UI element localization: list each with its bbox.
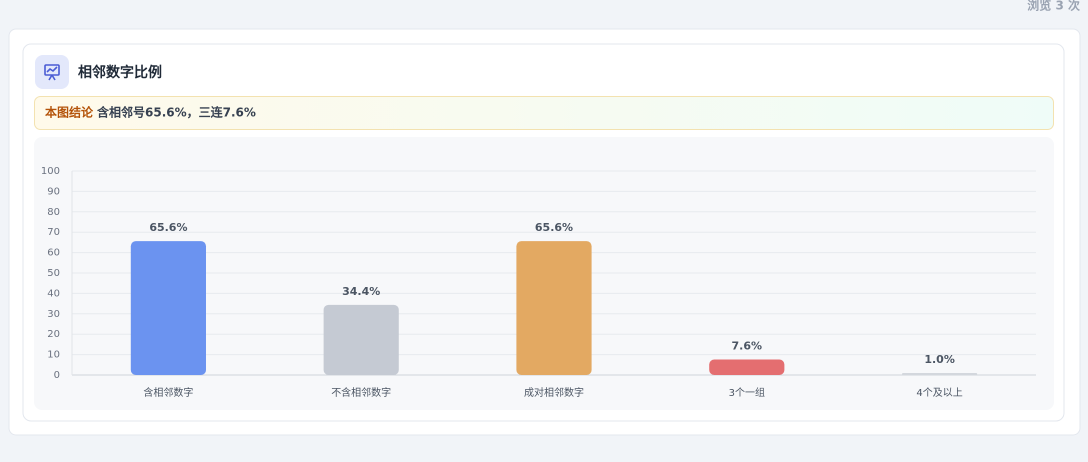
bar <box>709 359 785 375</box>
value-label: 65.6% <box>535 221 573 234</box>
y-tick-label: 10 <box>47 350 60 361</box>
value-label: 34.4% <box>342 285 380 298</box>
y-tick-label: 0 <box>54 370 60 381</box>
y-tick-label: 90 <box>47 186 60 197</box>
card-title: 相邻数字比例 <box>78 64 162 81</box>
y-tick-label: 20 <box>47 329 60 340</box>
conclusion-banner <box>34 96 1054 130</box>
bar <box>130 241 206 375</box>
y-tick-label: 40 <box>47 288 60 299</box>
x-tick-label: 不含相邻数字 <box>331 386 391 399</box>
conclusion-tag: 本图结论 <box>45 105 94 120</box>
x-tick-label: 含相邻数字 <box>143 386 193 399</box>
x-tick-label: 3个一组 <box>729 386 765 399</box>
value-label: 65.6% <box>149 221 187 234</box>
x-tick-label: 成对相邻数字 <box>524 386 584 399</box>
bar <box>902 372 978 375</box>
x-tick-label: 4个及以上 <box>916 387 962 399</box>
conclusion-text: 含相邻号65.6%，三连7.6% <box>97 105 256 120</box>
chart-icon-bg <box>35 55 69 89</box>
bar <box>323 304 399 375</box>
value-label: 7.6% <box>732 339 763 352</box>
y-tick-label: 60 <box>47 248 60 259</box>
y-tick-label: 70 <box>47 227 60 238</box>
y-tick-label: 80 <box>47 207 60 218</box>
chart: 0 10 20 30 40 50 60 70 80 90 100 含相邻数字 65.6% 不含相邻数字 34… <box>41 166 1036 399</box>
y-tick-label: 30 <box>47 309 60 320</box>
bar <box>516 241 592 375</box>
chart-icon <box>44 64 60 81</box>
y-tick-label: 50 <box>47 268 60 279</box>
views-count: 浏览 3 次 <box>1027 0 1080 13</box>
value-label: 1.0% <box>924 353 955 366</box>
y-tick-label: 100 <box>41 166 60 177</box>
